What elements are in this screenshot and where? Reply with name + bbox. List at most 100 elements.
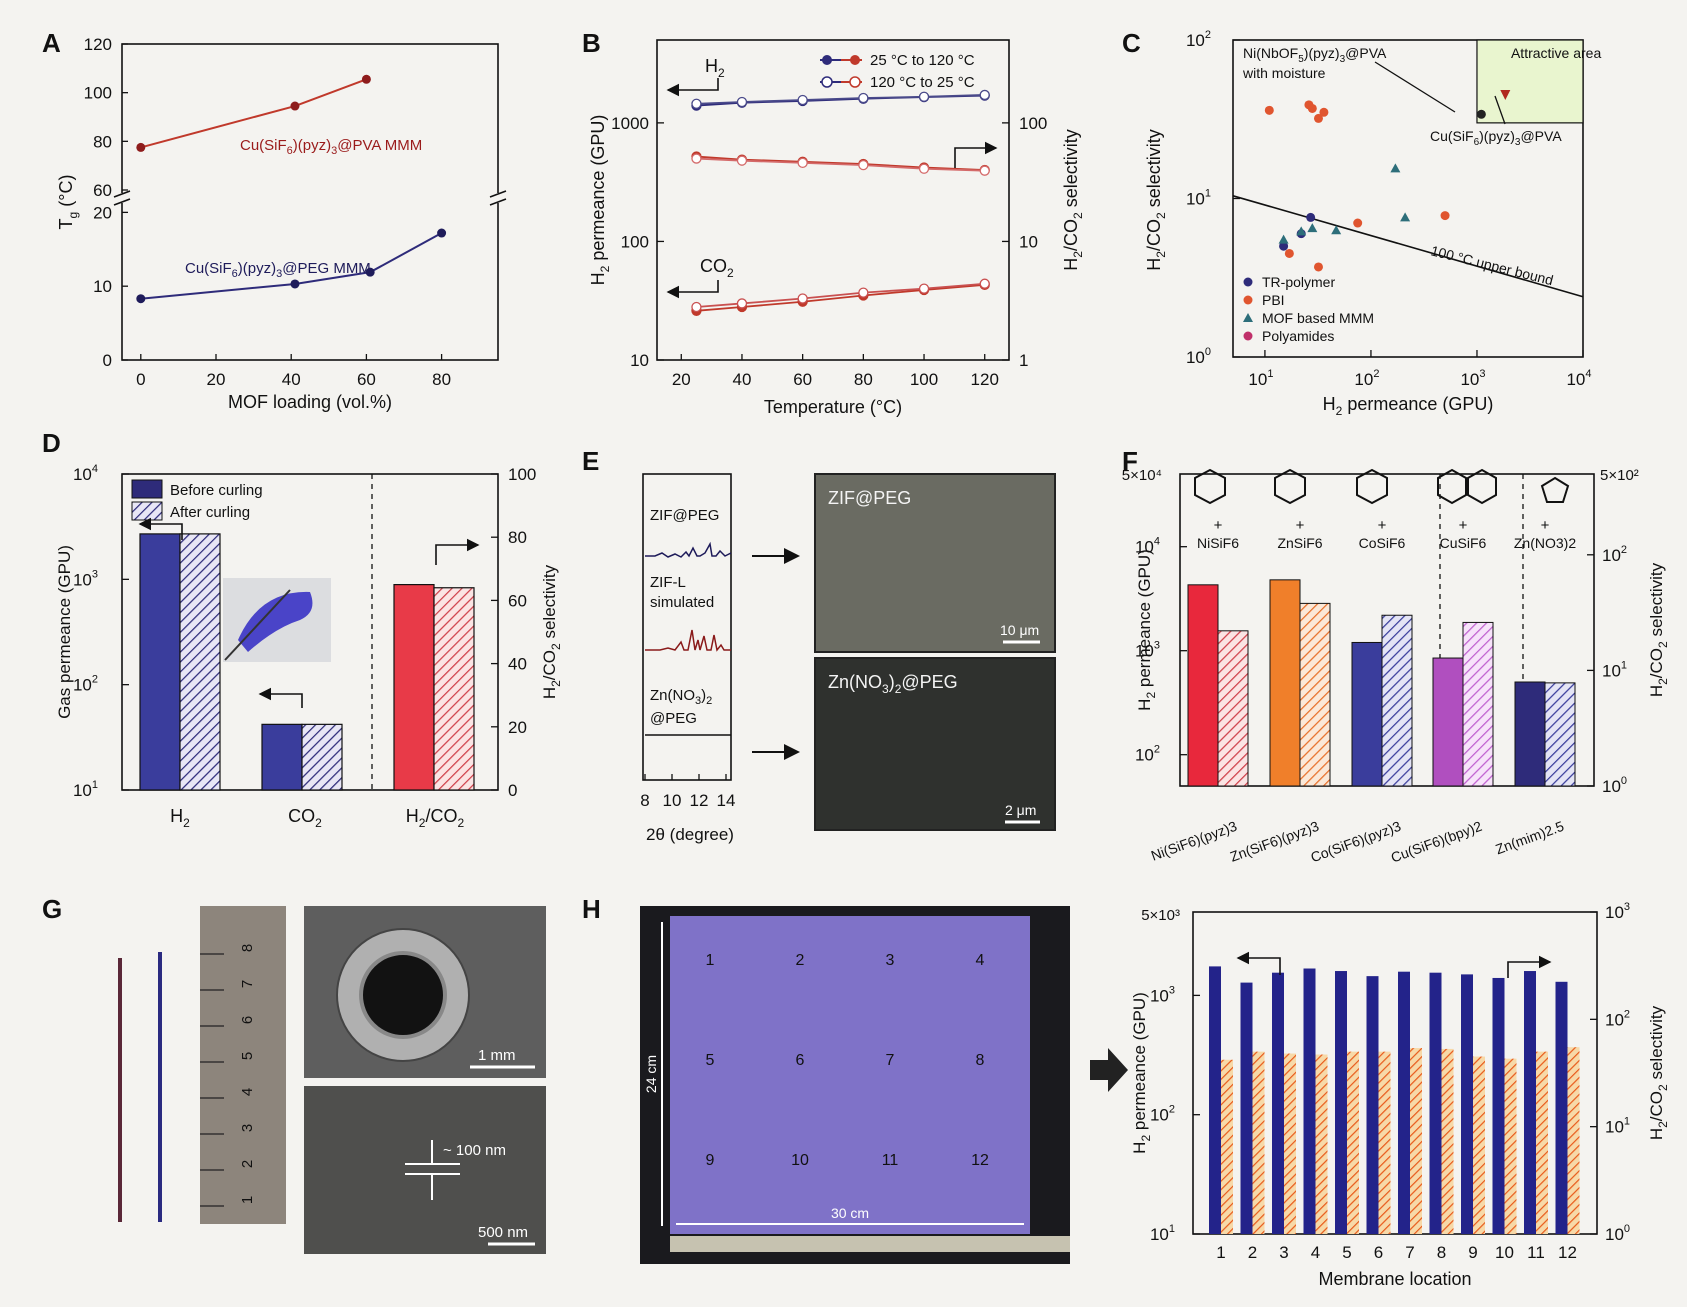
data-point: [691, 153, 702, 164]
panel-d-ticks: 101 102 103 104 0 20 40 60 80 100: [73, 463, 536, 800]
category-label: Co(SiF6)(pyz)3: [1308, 818, 1403, 866]
panel-c-legend-polyamides: Polyamides: [1262, 328, 1334, 344]
panel-b-frame: [656, 39, 1010, 361]
bar: [1187, 584, 1219, 787]
panel-c-annotation-ni-1: Ni(NbOF5)(pyz)3@PVA: [1243, 45, 1387, 65]
y-tick-label: 80: [93, 132, 112, 151]
y-tick-label: 103: [73, 568, 98, 589]
y-tick-label: 20: [93, 203, 112, 222]
bar: [261, 723, 303, 791]
bar: [1269, 579, 1301, 787]
panel-d-legend-after: After curling: [170, 504, 250, 521]
panel-d-cat-co2: CO2: [288, 806, 322, 830]
x-tick-label: 8: [1437, 1243, 1446, 1262]
plus-label: +: [1214, 517, 1223, 534]
panel-d-legend-before: Before curling: [170, 482, 263, 499]
panel-letter-f: F: [1122, 446, 1138, 476]
panel-letter-c: C: [1122, 28, 1141, 58]
y-tick-label: 102: [1602, 544, 1627, 565]
panel-c-annotation-cu: Cu(SiF6)(pyz)3@PVA: [1430, 128, 1562, 148]
bar: [1473, 1056, 1485, 1234]
plus-label: +: [1459, 517, 1468, 534]
ruler-number: 6: [239, 1016, 256, 1024]
panel-letter-g: G: [42, 894, 62, 924]
x-tick-label: 0: [136, 370, 145, 389]
category-label: Zn(SiF6)(pyz)3: [1228, 818, 1321, 865]
panel-f-categories: Ni(SiF6)(pyz)3Zn(SiF6)(pyz)3Co(SiF6)(pyz…: [1149, 818, 1566, 866]
bar: [1432, 657, 1464, 787]
panel-h-ylabel-right: H2/CO2 selectivity: [1647, 1005, 1670, 1140]
panel-c-legend-pbi: PBI: [1262, 292, 1285, 308]
data-point: [918, 163, 930, 174]
y-tick-label: 104: [1135, 536, 1160, 557]
panel-a-ylabel: Tg (°C): [56, 175, 80, 230]
data-point: [1307, 103, 1317, 113]
series-line: [696, 155, 985, 171]
x-tick-label: 3: [1279, 1243, 1288, 1262]
panel-h-marks: [1209, 966, 1580, 1234]
bar: [1299, 602, 1331, 787]
membrane-location-number: 2: [796, 952, 805, 969]
panel-d-legend: Before curling After curling: [131, 479, 263, 521]
panel-g-scale-500nm: 500 nm: [478, 1224, 528, 1241]
bar: [433, 587, 475, 791]
bar: [1303, 968, 1316, 1234]
data-point: [736, 96, 748, 108]
y-tick-label: 80: [508, 528, 527, 547]
plus-label: +: [1541, 517, 1550, 534]
data-point: [1400, 212, 1411, 222]
panel-a-xlabel: MOF loading (vol.%): [228, 392, 392, 412]
data-point: [858, 287, 869, 298]
panel-c-upper-bound-line: [1232, 195, 1584, 298]
panel-e-label-zifl: ZIF-L: [650, 574, 686, 591]
bipyridine-icon: [1437, 468, 1467, 505]
data-point: [1390, 163, 1401, 173]
bar: [1555, 981, 1568, 1234]
data-point: [979, 165, 990, 176]
panel-h-membrane-sheet: [670, 916, 1030, 1234]
panel-d-ylabel-left: Gas permeance (GPU): [55, 545, 74, 719]
panel-d: 101 102 103 104 0 20 40 60 80 100 Before curling …: [55, 463, 563, 830]
panel-c-upper-bound-label: 100 °C upper bound: [1429, 242, 1555, 288]
bar: [1284, 1053, 1296, 1234]
y-tick-label: 101: [73, 779, 98, 800]
data-point: [361, 74, 371, 84]
category-label: Zn(mim)2.5: [1493, 818, 1566, 858]
data-point: [136, 294, 146, 304]
panel-d-cat-ratio: H2/CO2: [406, 806, 465, 830]
x-tick-label: 11: [1527, 1243, 1545, 1262]
panel-a: 0 20 40 60 80 60 80 100 120 0 10 20 MOF loading (vo…: [56, 35, 507, 412]
data-point: [365, 267, 375, 277]
panel-h: 1 2 3 45 6 7 89 10 11 12 24 cm 30 cm 1011021035×1…: [640, 901, 1670, 1289]
y-tick-label: 100: [84, 84, 112, 103]
data-point: [691, 98, 702, 109]
panel-b-legend: 25 °C to 120 °C 120 °C to 25 °C: [820, 52, 975, 91]
data-point: [979, 278, 990, 289]
y-tick-label: 10: [93, 277, 112, 296]
panel-h-sheet-height: 24 cm: [643, 1055, 659, 1093]
panel-c-xlabel: H2 permeance (GPU): [1323, 394, 1494, 418]
x-tick-label: 102: [1354, 368, 1379, 389]
y-tick-label: 5×10³: [1141, 907, 1180, 924]
x-tick-label: 103: [1460, 368, 1485, 389]
y-tick-label: 1000: [611, 114, 649, 133]
data-point: [1284, 248, 1294, 258]
y-tick-label: 102: [73, 674, 98, 695]
x-tick-label: 7: [1405, 1243, 1414, 1262]
x-tick-label: 8: [640, 791, 649, 810]
membrane-location-number: 9: [706, 1152, 715, 1169]
panel-e-xrd-frame: [642, 473, 732, 781]
panel-h-sheet-numbers: 1 2 3 45 6 7 89 10 11 12: [706, 952, 989, 1169]
bar: [1461, 974, 1473, 1234]
data-point: [918, 91, 930, 102]
membrane-location-number: 7: [886, 1052, 895, 1069]
bar: [1544, 682, 1576, 787]
plus-label: +: [1296, 517, 1305, 534]
x-tick-label: 104: [1566, 368, 1591, 389]
y-tick-label: 60: [93, 181, 112, 200]
x-tick-label: 2: [1248, 1243, 1257, 1262]
bar: [1429, 972, 1442, 1234]
y-tick-label: 10: [1019, 232, 1038, 251]
category-label: Cu(SiF6)(bpy)2: [1389, 818, 1485, 866]
